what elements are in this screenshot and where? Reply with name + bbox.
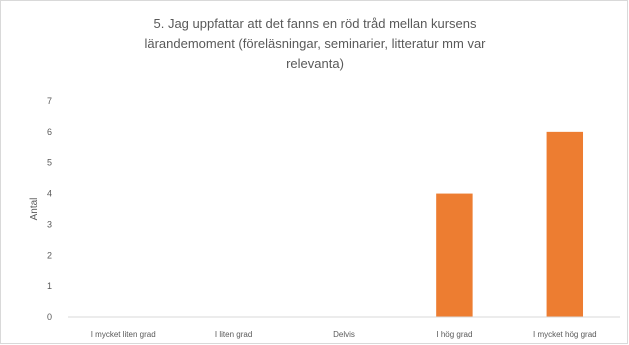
x-category-label-3: Delvis <box>333 330 355 339</box>
y-tick-label-5: 5 <box>47 158 52 168</box>
y-axis-label: Antal <box>29 198 40 221</box>
y-tick-label-2: 2 <box>47 250 52 260</box>
chart-title-line-2: lärandemoment (föreläsningar, seminarier… <box>144 36 486 51</box>
y-tick-label-1: 1 <box>47 281 52 291</box>
bar-4 <box>436 193 473 317</box>
y-tick-label-6: 6 <box>47 127 52 137</box>
x-category-label-2: I liten grad <box>215 330 252 339</box>
x-category-label-4: I hög grad <box>436 330 472 339</box>
chart-title-line-1: 5. Jag uppfattar att det fanns en röd tr… <box>153 16 477 31</box>
chart-title-line-3: relevanta) <box>286 56 344 71</box>
y-tick-label-7: 7 <box>47 96 52 106</box>
bar-5 <box>546 131 584 317</box>
y-tick-label-4: 4 <box>47 189 52 199</box>
y-axis-ticks: 0 1 2 3 4 5 6 7 <box>47 96 52 322</box>
y-tick-label-0: 0 <box>47 312 52 322</box>
chart-title: 5. Jag uppfattar att det fanns en röd tr… <box>90 14 540 74</box>
x-category-label-1: I mycket liten grad <box>91 330 156 339</box>
x-axis-categories: I mycket liten grad I liten grad Delvis I h… <box>91 330 597 339</box>
x-category-label-5: I mycket hög grad <box>533 330 597 339</box>
bars <box>436 131 584 317</box>
y-tick-label-3: 3 <box>47 219 52 229</box>
